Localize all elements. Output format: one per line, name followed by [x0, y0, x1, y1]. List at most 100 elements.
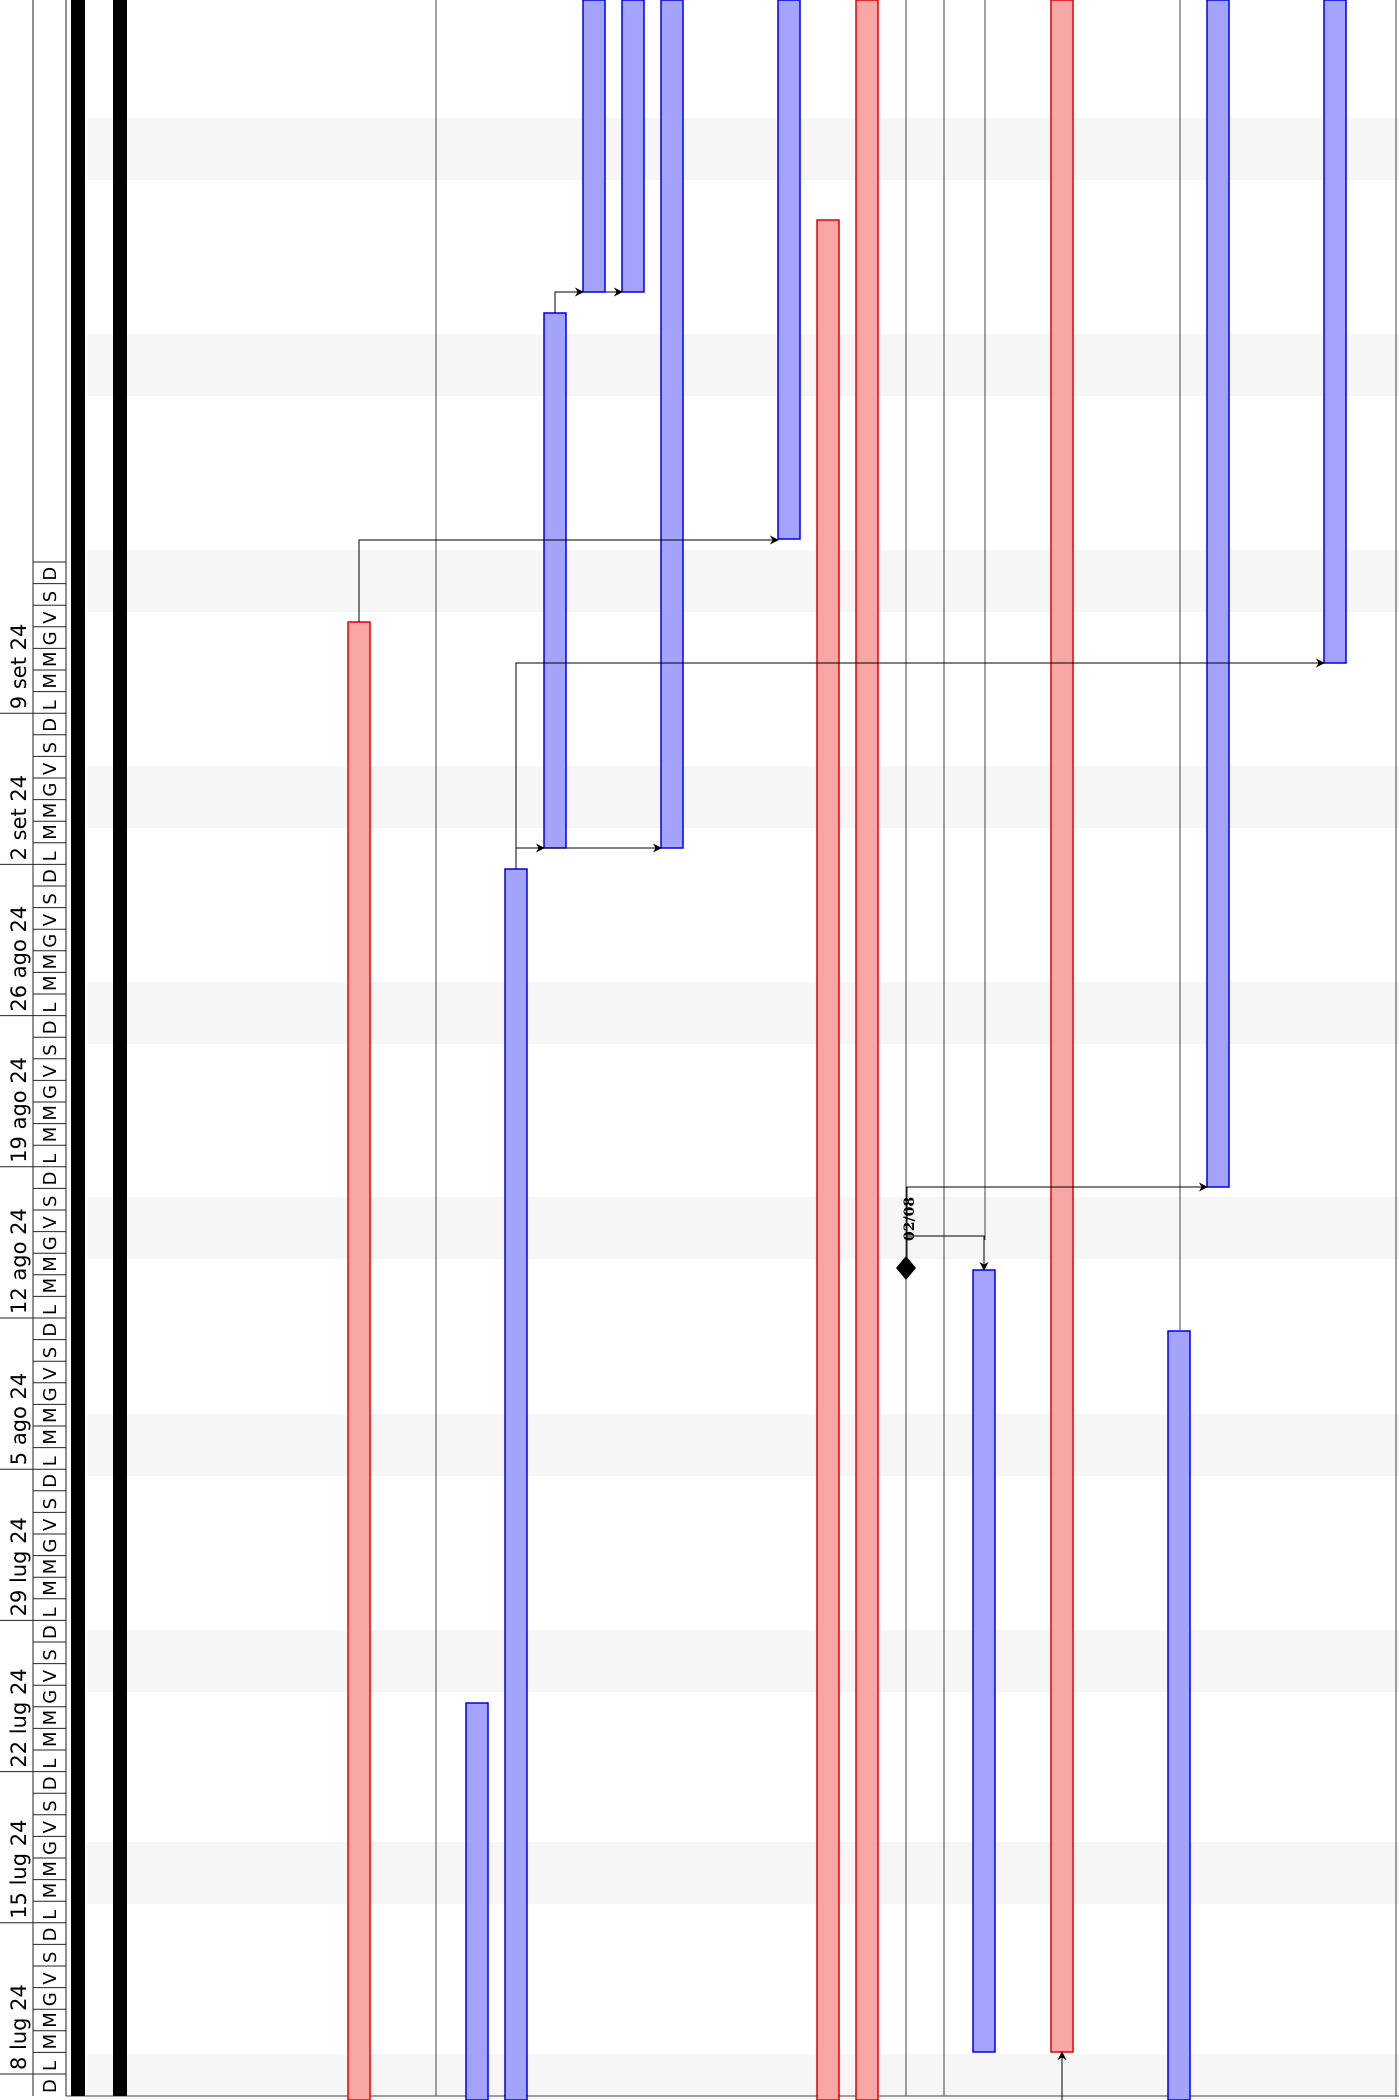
day-label: S: [40, 1649, 61, 1660]
task-bar[interactable]: [621, 0, 645, 293]
week-label: 8 lug 24: [7, 1984, 31, 2070]
day-label: S: [40, 591, 61, 602]
day-label: L: [40, 2061, 61, 2071]
task-bar[interactable]: [465, 1702, 489, 2100]
day-label: V: [40, 1216, 61, 1229]
week-label: 29 lug 24: [7, 1517, 31, 1616]
week-label: 19 ago 24: [7, 1057, 31, 1163]
task-bar[interactable]: [1206, 0, 1230, 1188]
day-label: L: [40, 1607, 61, 1617]
day-label: L: [40, 1003, 61, 1013]
day-label: S: [40, 1044, 61, 1055]
day-label: M: [40, 1731, 61, 1747]
day-label: M: [40, 1559, 61, 1575]
day-label: M: [40, 975, 61, 991]
day-label: M: [40, 1256, 61, 1272]
day-label: V: [40, 1972, 61, 1985]
milestone-label: 02/08: [902, 1197, 918, 1241]
weekend-bands: [87, 118, 1399, 2100]
task-bar[interactable]: [543, 312, 567, 849]
dependency-arrow: [358, 535, 779, 622]
day-label: G: [40, 1085, 61, 1099]
milestone-diamond: [896, 1256, 916, 1280]
day-label: D: [40, 1625, 61, 1639]
day-label: D: [40, 2079, 61, 2093]
day-label: D: [40, 1323, 61, 1337]
task-bar[interactable]: [660, 0, 684, 849]
day-label: G: [40, 1992, 61, 2006]
day-label: M: [40, 824, 61, 840]
day-label: M: [40, 1429, 61, 1445]
day-label: S: [40, 742, 61, 753]
day-label: S: [40, 1952, 61, 1963]
day-label: V: [40, 1669, 61, 1682]
day-label: M: [40, 651, 61, 667]
day-label: D: [40, 1172, 61, 1186]
week-label: 22 lug 24: [7, 1668, 31, 1767]
day-label: D: [40, 1776, 61, 1790]
week-label: 15 lug 24: [7, 1820, 31, 1919]
day-label: D: [40, 567, 61, 581]
day-label: M: [40, 1105, 61, 1121]
day-label: V: [40, 1064, 61, 1077]
summary-bar[interactable]: [347, 621, 371, 2100]
task-bar[interactable]: [582, 0, 606, 293]
day-label: M: [40, 1710, 61, 1726]
day-label: L: [40, 1456, 61, 1466]
day-label: G: [40, 1841, 61, 1855]
day-label: G: [40, 783, 61, 797]
day-label: M: [40, 954, 61, 970]
task-bar[interactable]: [504, 868, 528, 2100]
day-label: G: [40, 934, 61, 948]
week-label: 26 ago 24: [7, 906, 31, 1012]
day-label: V: [40, 1518, 61, 1531]
day-label: M: [40, 2012, 61, 2028]
dependency-arrow: [515, 843, 545, 869]
task-bar[interactable]: [1167, 1330, 1191, 2100]
task-bar[interactable]: [1323, 0, 1347, 664]
dependency-arrows: [358, 287, 1325, 2100]
day-label: V: [40, 1820, 61, 1833]
task-bars: [347, 0, 1347, 2100]
day-label: G: [40, 631, 61, 645]
milestone[interactable]: 02/08: [896, 1197, 918, 1280]
dependency-arrow: [906, 1235, 989, 1271]
header-separator: [71, 0, 85, 2096]
day-label: M: [40, 1127, 61, 1143]
day-label: G: [40, 1690, 61, 1704]
task-bar[interactable]: [777, 0, 801, 540]
day-label: S: [40, 893, 61, 904]
week-label: 12 ago 24: [7, 1208, 31, 1314]
today-line: [113, 0, 127, 2096]
day-label: D: [40, 1928, 61, 1942]
day-label: D: [40, 869, 61, 883]
day-label: V: [40, 1367, 61, 1380]
summary-bar[interactable]: [816, 219, 840, 2100]
day-label: L: [40, 851, 61, 861]
summary-bar[interactable]: [855, 0, 879, 2100]
day-label: M: [40, 1883, 61, 1899]
day-label: M: [40, 2034, 61, 2050]
day-label: L: [40, 1305, 61, 1315]
day-label: M: [40, 1580, 61, 1596]
day-label: M: [40, 803, 61, 819]
day-label: L: [40, 1154, 61, 1164]
day-label: G: [40, 1539, 61, 1553]
dependency-arrow: [515, 658, 1325, 848]
week-label: 9 set 24: [7, 624, 31, 710]
day-label: S: [40, 1196, 61, 1207]
task-bar[interactable]: [972, 1269, 996, 2053]
day-label: L: [40, 700, 61, 710]
day-label: G: [40, 1236, 61, 1250]
day-label: D: [40, 718, 61, 732]
day-label: M: [40, 1407, 61, 1423]
day-label: L: [40, 1759, 61, 1769]
day-label: M: [40, 673, 61, 689]
summary-bar[interactable]: [1050, 0, 1074, 2053]
week-label: 2 set 24: [7, 775, 31, 861]
day-label: S: [40, 1347, 61, 1358]
timeline-header: 8 lug 24 15 lug 24 22 lug 24 29 lug 24 5 ago…: [0, 0, 67, 2100]
day-label: S: [40, 1800, 61, 1811]
